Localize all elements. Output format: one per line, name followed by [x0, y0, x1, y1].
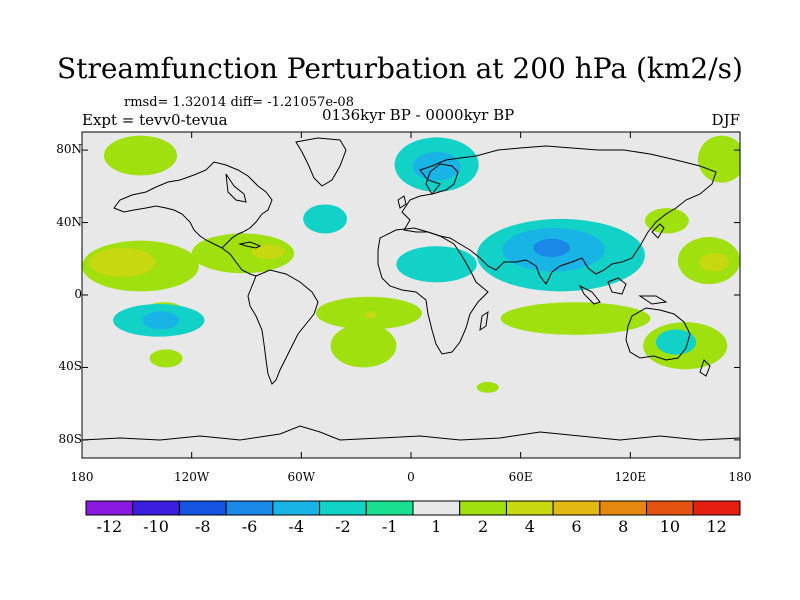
contour-region-18: [142, 311, 179, 330]
contour-region-13: [396, 246, 477, 283]
colorbar-swatch-6: [365, 500, 414, 516]
colorbar-label-11: 8: [618, 517, 629, 536]
contour-regions: [82, 135, 740, 393]
stats-subtitle: rmsd= 1.32014 diff= -1.21057e-08: [124, 95, 354, 110]
season-subtitle: DJF: [711, 111, 740, 129]
x-tick-label-1: 120W: [174, 470, 210, 484]
experiment-subtitle: Expt = tevv0-tevua: [82, 111, 228, 129]
colorbar-label-6: -1: [381, 517, 398, 536]
colorbar-swatch-10: [552, 500, 601, 516]
colorbar-swatch-2: [178, 500, 227, 516]
y-tick-label-1: 40N: [56, 214, 82, 229]
cuba-coastline: [238, 241, 262, 249]
colorbar-swatch-3: [225, 500, 274, 516]
greenland-coastline: [295, 137, 347, 187]
australia-coastline: [625, 307, 691, 361]
contour-region-22: [500, 302, 651, 335]
japan-coastline: [651, 223, 665, 239]
contour-region-9: [699, 253, 730, 272]
colorbar-swatch-7: [412, 500, 461, 516]
colorbar-label-4: -4: [288, 517, 304, 536]
y-tick-label-0: 80N: [56, 142, 82, 157]
colorbar: [85, 500, 741, 516]
contour-region-4: [191, 233, 295, 274]
south-america-coastline: [247, 269, 319, 385]
borneo-coastline: [607, 277, 627, 295]
colorbar-label-5: -2: [335, 517, 351, 536]
contour-region-21: [365, 311, 377, 319]
colorbar-swatch-12: [646, 500, 694, 516]
axis-ticks: [81, 132, 741, 458]
colorbar-swatch-8: [459, 500, 507, 516]
north-america-coastline: [113, 161, 273, 249]
x-tick-label-2: 60W: [287, 470, 316, 484]
contour-region-24: [476, 381, 499, 393]
contour-region-1: [697, 135, 740, 183]
new-zealand-coastline: [699, 359, 711, 377]
contour-region-12: [303, 204, 348, 234]
hudson-bay-coastline: [225, 173, 247, 203]
contour-region-23: [149, 349, 183, 368]
eurasia-coastline: [401, 145, 717, 285]
map-background: [82, 132, 740, 458]
contour-region-8: [644, 208, 689, 234]
colorbar-label-9: 4: [524, 517, 535, 536]
y-tick-label-4: 80S: [58, 431, 83, 446]
new-guinea-coastline: [638, 295, 668, 305]
colorbar-swatch-9: [505, 500, 554, 516]
madagascar-coastline: [479, 310, 489, 332]
colorbar-label-3: -6: [241, 517, 258, 536]
colorbar-label-1: -10: [143, 517, 169, 536]
contour-region-16: [533, 238, 571, 257]
colorbar-swatch-4: [272, 500, 321, 516]
british-isles-coastline: [397, 195, 407, 209]
colorbar-swatch-1: [132, 500, 180, 516]
x-tick-label-3: 0: [407, 470, 415, 484]
colorbar-label-10: 6: [571, 517, 582, 536]
colorbar-swatch-11: [599, 500, 648, 516]
colorbar-swatch-5: [319, 500, 367, 516]
africa-coastline: [377, 227, 489, 355]
map-title: Streamfunction Perturbation at 200 hPa (…: [57, 52, 743, 85]
sumatra-coastline: [578, 284, 601, 305]
scandinavia-coastline: [425, 163, 459, 195]
colorbar-label-0: -12: [96, 517, 123, 536]
contour-region-0: [103, 135, 178, 176]
central-america-coastline: [221, 247, 257, 277]
x-tick-label-5: 120E: [614, 470, 647, 484]
contour-region-20: [330, 323, 397, 368]
colorbar-label-2: -8: [194, 517, 211, 536]
colorbar-label-12: 10: [659, 517, 681, 536]
y-tick-label-2: 0: [74, 287, 82, 301]
period-subtitle: 0136kyr BP - 0000kyr BP: [322, 106, 515, 124]
x-tick-label-4: 60E: [508, 470, 533, 484]
colorbar-label-8: 2: [477, 517, 489, 536]
contour-region-3: [89, 247, 156, 277]
coastlines: [82, 137, 740, 441]
x-tick-label-6: 180: [728, 470, 752, 484]
antarctica-coastline: [82, 425, 740, 441]
x-tick-label-0: 180: [70, 470, 94, 484]
colorbar-label-13: 12: [706, 517, 727, 536]
y-tick-label-3: 40S: [58, 359, 83, 374]
colorbar-swatch-0: [85, 500, 134, 516]
colorbar-swatch-13: [692, 500, 741, 516]
colorbar-label-7: 1: [431, 517, 442, 536]
contour-region-5: [251, 244, 285, 259]
